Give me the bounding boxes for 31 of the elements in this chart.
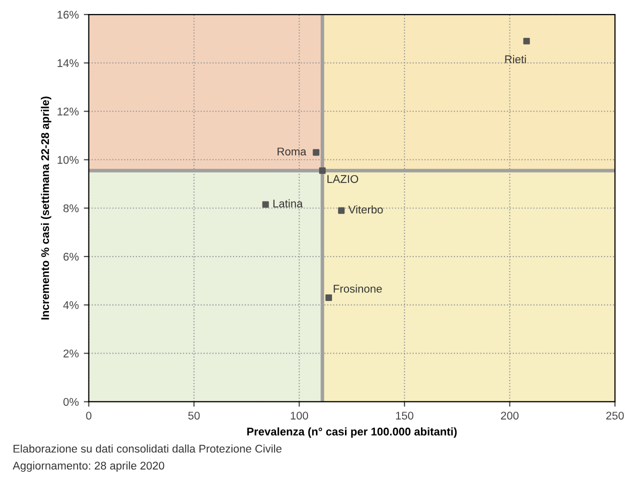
x-tick-label: 150 <box>396 412 414 420</box>
y-tick-label: 10% <box>58 156 79 164</box>
point <box>338 207 345 214</box>
y-tick-label: 12% <box>58 108 79 116</box>
data-label: Rieti <box>505 55 526 64</box>
x-tick-label: 50 <box>188 412 200 420</box>
y-tick-label: 4% <box>63 301 79 310</box>
data-label: LAZIO <box>327 175 358 183</box>
data-label: Roma <box>278 148 306 156</box>
text: Aggiornamento: 28 aprile 2020 <box>12 461 164 472</box>
point <box>319 167 326 174</box>
data-label: Frosinone <box>334 284 382 293</box>
point <box>523 38 530 44</box>
x-tick-label: 0 <box>86 412 92 420</box>
y-tick-label: 8% <box>63 204 79 212</box>
x-tick-label: 200 <box>501 412 519 420</box>
x-tick-label: 250 <box>606 412 624 420</box>
y-tick-label: 6% <box>64 252 79 261</box>
x-axis-title: Prevalenza (n° casi per 100.000 abitanti) <box>247 427 457 438</box>
point <box>325 294 332 301</box>
y-tick-label: 14% <box>58 59 79 68</box>
data-label: Viterbo <box>348 205 383 214</box>
y-tick-label: 2% <box>64 350 79 358</box>
y-tick-label: 16% <box>58 10 79 19</box>
text: Elaborazione su dati consolidati dalla Protezione Civile <box>14 444 282 453</box>
data-label: Latina <box>273 199 303 208</box>
point <box>262 201 269 208</box>
y-tick-label: 0% <box>63 398 79 406</box>
y-axis-title: Incremento % casi (settimana 22-28 aprile) <box>40 96 52 320</box>
x-tick-label: 100 <box>290 412 308 420</box>
point <box>312 149 320 156</box>
